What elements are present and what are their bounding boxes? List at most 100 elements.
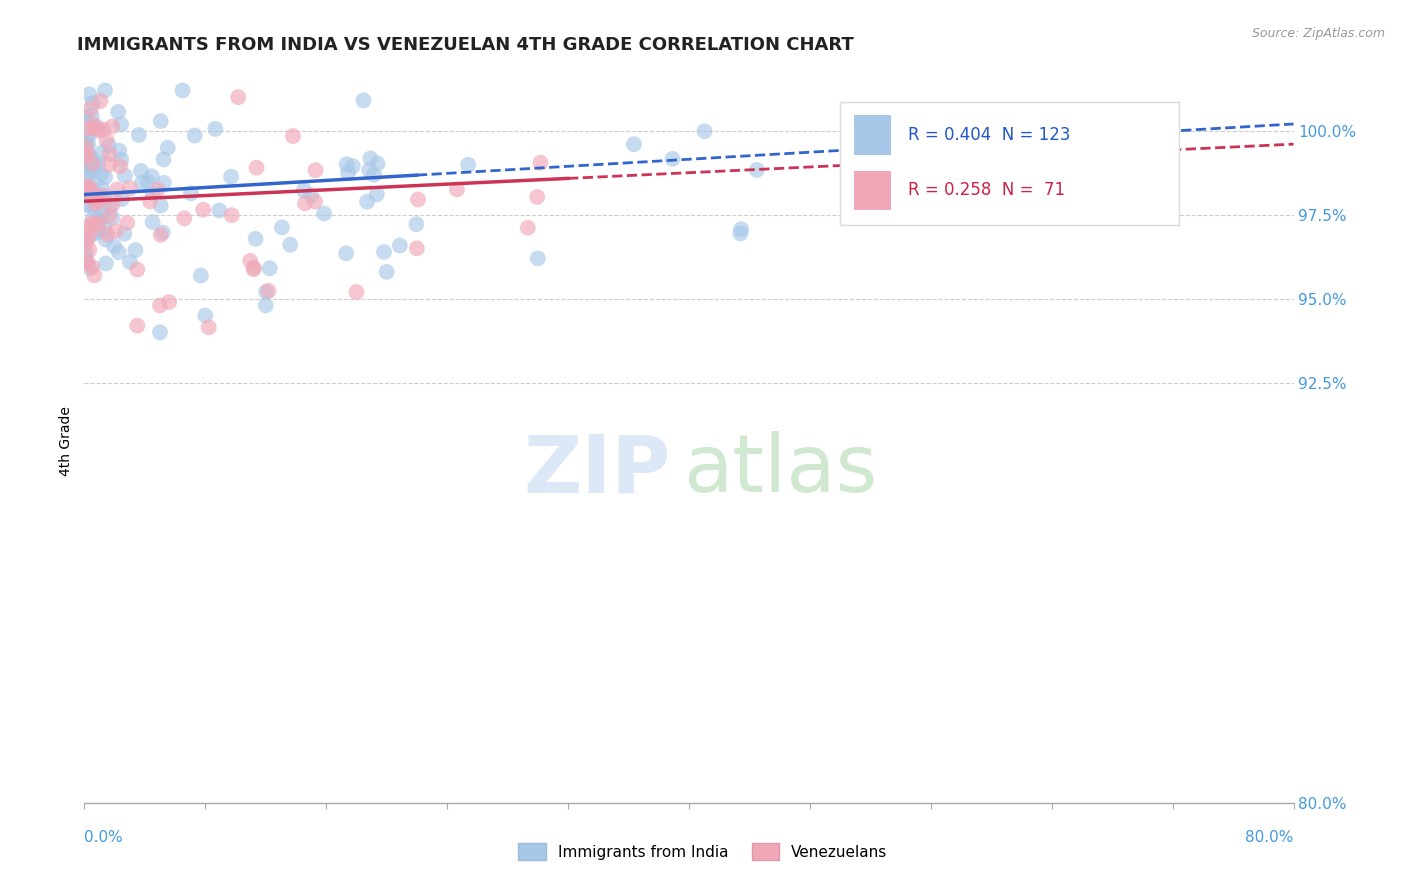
Point xyxy=(363,168,385,182)
Point xyxy=(526,190,548,204)
Point xyxy=(111,192,134,206)
Point xyxy=(149,114,172,128)
Point xyxy=(745,162,768,177)
Point xyxy=(77,129,100,144)
Point xyxy=(221,208,243,222)
Point xyxy=(108,144,131,158)
Point xyxy=(359,163,381,178)
Point xyxy=(80,102,103,116)
Point xyxy=(292,183,315,197)
Point xyxy=(128,128,150,142)
Point xyxy=(257,284,280,298)
Point xyxy=(242,262,264,277)
Point xyxy=(80,109,103,123)
Point xyxy=(353,94,375,108)
Point xyxy=(730,222,752,236)
Point xyxy=(76,232,98,246)
Point xyxy=(91,122,114,136)
Point xyxy=(86,225,108,239)
Point xyxy=(98,209,121,223)
Point xyxy=(77,137,100,152)
Point xyxy=(75,140,97,154)
Point xyxy=(149,227,172,242)
Point xyxy=(98,147,121,161)
Point xyxy=(366,187,388,202)
Point xyxy=(91,188,114,202)
Point xyxy=(86,120,108,134)
Point xyxy=(136,175,159,189)
Point xyxy=(304,194,326,209)
Point xyxy=(304,163,326,178)
Point xyxy=(661,152,683,166)
Point xyxy=(80,150,103,164)
Point xyxy=(124,243,146,257)
Point xyxy=(388,238,411,252)
Point xyxy=(82,163,104,178)
Point xyxy=(180,186,202,201)
Point xyxy=(80,227,103,242)
Point xyxy=(104,224,127,238)
Point xyxy=(77,153,100,168)
Point xyxy=(375,265,398,279)
Point xyxy=(80,217,103,231)
Point xyxy=(157,295,180,310)
Point xyxy=(75,231,97,245)
Point xyxy=(356,194,378,209)
Point xyxy=(446,182,468,196)
Point xyxy=(84,203,107,218)
Point xyxy=(87,217,110,231)
Point xyxy=(204,122,226,136)
Point xyxy=(82,260,104,274)
Text: Source: ZipAtlas.com: Source: ZipAtlas.com xyxy=(1251,27,1385,40)
Point xyxy=(142,186,165,201)
Point xyxy=(299,188,322,202)
Point xyxy=(76,144,98,158)
Point xyxy=(623,137,645,152)
Point xyxy=(152,226,174,240)
Point xyxy=(76,166,98,180)
Point xyxy=(84,176,107,190)
Point xyxy=(239,253,262,268)
Point xyxy=(75,122,97,136)
Point xyxy=(131,176,153,190)
Point xyxy=(87,194,110,209)
Point xyxy=(83,189,105,203)
Point xyxy=(243,260,266,275)
Point xyxy=(89,212,111,227)
Point xyxy=(105,182,128,196)
Point xyxy=(141,169,163,184)
Point xyxy=(336,157,359,171)
Point xyxy=(246,161,269,175)
Point xyxy=(346,285,368,299)
Text: ZIP: ZIP xyxy=(523,432,671,509)
Point xyxy=(254,285,277,299)
Point xyxy=(110,153,132,167)
Point xyxy=(84,196,107,211)
Point xyxy=(76,197,98,211)
Point xyxy=(75,236,97,251)
Point xyxy=(83,268,105,283)
Point xyxy=(82,117,104,131)
Point xyxy=(91,145,114,160)
Point xyxy=(79,260,101,275)
Point xyxy=(75,130,97,145)
Point xyxy=(75,245,97,260)
Point xyxy=(82,211,104,225)
Point xyxy=(94,83,117,97)
Point xyxy=(149,199,172,213)
Point xyxy=(75,115,97,129)
Point xyxy=(90,167,112,181)
Point xyxy=(127,262,149,277)
Point xyxy=(152,153,174,167)
Point xyxy=(172,83,194,97)
Point xyxy=(75,138,97,153)
Point xyxy=(107,105,129,120)
Point xyxy=(730,227,752,241)
Point xyxy=(129,164,152,178)
Point xyxy=(96,227,118,242)
Point xyxy=(83,121,105,136)
Point xyxy=(79,186,101,201)
Point xyxy=(516,220,538,235)
Point xyxy=(152,176,174,190)
Point xyxy=(294,196,316,211)
